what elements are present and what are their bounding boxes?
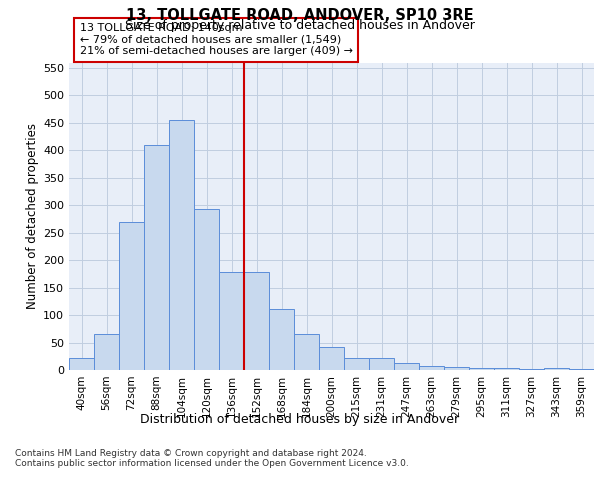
Bar bbox=[94, 334, 119, 370]
Bar bbox=[519, 369, 544, 370]
Bar bbox=[219, 272, 244, 370]
Text: 13 TOLLGATE ROAD: 140sqm
← 79% of detached houses are smaller (1,549)
21% of sem: 13 TOLLGATE ROAD: 140sqm ← 79% of detach… bbox=[79, 23, 353, 56]
Bar bbox=[569, 369, 594, 370]
Bar bbox=[69, 358, 94, 370]
Bar bbox=[394, 363, 419, 370]
Bar bbox=[444, 368, 469, 370]
Bar bbox=[194, 209, 219, 370]
Text: Contains HM Land Registry data © Crown copyright and database right 2024.: Contains HM Land Registry data © Crown c… bbox=[15, 448, 367, 458]
Bar bbox=[294, 334, 319, 370]
Bar bbox=[169, 120, 194, 370]
Bar bbox=[269, 308, 294, 370]
Bar bbox=[419, 366, 444, 370]
Bar bbox=[144, 145, 169, 370]
Bar bbox=[544, 368, 569, 370]
Bar bbox=[494, 368, 519, 370]
Text: Distribution of detached houses by size in Andover: Distribution of detached houses by size … bbox=[140, 412, 460, 426]
Bar bbox=[244, 272, 269, 370]
Bar bbox=[119, 222, 144, 370]
Text: Contains public sector information licensed under the Open Government Licence v3: Contains public sector information licen… bbox=[15, 458, 409, 468]
Bar bbox=[319, 347, 344, 370]
Bar bbox=[369, 358, 394, 370]
Text: Size of property relative to detached houses in Andover: Size of property relative to detached ho… bbox=[125, 19, 475, 32]
Text: 13, TOLLGATE ROAD, ANDOVER, SP10 3RE: 13, TOLLGATE ROAD, ANDOVER, SP10 3RE bbox=[126, 8, 474, 22]
Y-axis label: Number of detached properties: Number of detached properties bbox=[26, 123, 39, 309]
Bar bbox=[344, 358, 369, 370]
Bar bbox=[469, 368, 494, 370]
